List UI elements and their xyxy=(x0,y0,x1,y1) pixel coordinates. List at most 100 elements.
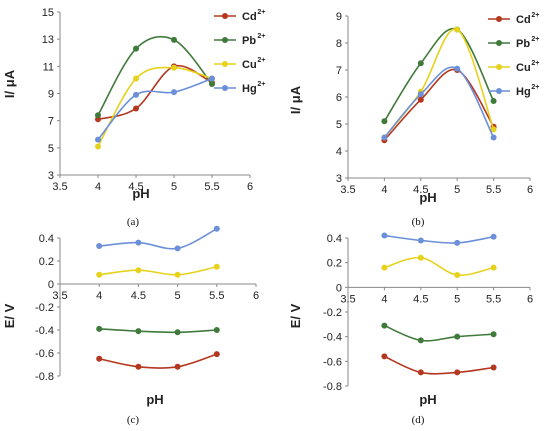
y-axis-label: E/ V xyxy=(288,303,303,328)
y-tick-label: -0.8 xyxy=(35,371,54,383)
data-point-series-3 xyxy=(135,328,142,335)
series-line-cu xyxy=(97,66,213,148)
data-point-series-4 xyxy=(174,363,181,370)
x-axis-label: pH xyxy=(146,392,163,407)
data-point-hg xyxy=(209,75,215,82)
data-point-series-2 xyxy=(174,271,181,278)
y-tick-label: 0 xyxy=(48,279,54,291)
legend-marker xyxy=(222,85,228,91)
series-line-hg xyxy=(383,66,495,139)
legend-label: Pb xyxy=(516,38,530,50)
series-line-series-2 xyxy=(98,265,218,276)
legend-item-cd: Cd 2+ xyxy=(214,9,265,23)
data-point-hg xyxy=(490,134,497,141)
y-tick-label: -0.2 xyxy=(323,307,342,319)
data-point-series-4 xyxy=(213,351,220,358)
x-axis-label: pH xyxy=(419,190,436,205)
data-point-series-2 xyxy=(96,271,103,278)
data-point-hg xyxy=(454,65,461,72)
legend-marker xyxy=(496,64,502,70)
legend-marker xyxy=(222,61,228,67)
data-point-pb xyxy=(95,112,101,119)
x-tick-label: 5 xyxy=(454,293,460,305)
data-point-cu xyxy=(454,26,461,33)
legend-label: Cd xyxy=(516,14,531,26)
y-tick-label: -0.6 xyxy=(323,356,342,368)
series-line-series-4 xyxy=(383,355,495,375)
data-point-series-4 xyxy=(417,369,424,376)
y-tick-label: 0.2 xyxy=(327,258,342,270)
legend-label-superscript: 2+ xyxy=(257,9,265,16)
y-tick-label: 0.2 xyxy=(39,256,54,268)
y-tick-label: 4 xyxy=(336,146,342,158)
data-point-series-4 xyxy=(454,369,461,376)
data-point-series-1 xyxy=(490,233,497,240)
legend-label-superscript: 2+ xyxy=(257,57,265,64)
x-tick-label: 3.5 xyxy=(52,290,67,302)
legend-label-superscript: 2+ xyxy=(257,81,265,88)
data-point-series-2 xyxy=(135,267,142,274)
data-point-pb xyxy=(381,118,388,125)
x-axis-label: pH xyxy=(419,392,436,407)
y-tick-label: 15 xyxy=(42,7,54,19)
y-tick-label: 8 xyxy=(336,38,342,50)
y-tick-label: 9 xyxy=(48,89,54,101)
legend-marker xyxy=(222,37,228,43)
x-tick-label: 6 xyxy=(253,290,259,302)
legend-item-hg: Hg 2+ xyxy=(214,81,265,95)
legend-item-hg: Hg 2+ xyxy=(488,84,539,98)
data-point-series-1 xyxy=(174,245,181,252)
data-point-cu xyxy=(95,143,101,150)
legend-item-cd: Cd 2+ xyxy=(488,12,539,26)
series-line-series-3 xyxy=(383,324,495,342)
y-tick-label: 9 xyxy=(336,11,342,23)
data-point-pb xyxy=(133,45,139,52)
legend-label: Pb xyxy=(242,35,256,47)
x-tick-label: 5.5 xyxy=(486,293,501,305)
x-tick-label: 4 xyxy=(381,184,387,196)
legend-item-pb: Pb 2+ xyxy=(488,36,539,50)
x-tick-label: 4.5 xyxy=(128,181,143,193)
legend-item-cu: Cu 2+ xyxy=(488,60,539,74)
x-tick-label: 3.5 xyxy=(52,181,67,193)
data-point-cu xyxy=(133,75,139,82)
x-tick-label: 5 xyxy=(175,290,181,302)
data-point-series-2 xyxy=(490,264,497,271)
legend-label: Hg xyxy=(516,86,531,98)
data-point-cu xyxy=(490,126,497,133)
data-point-hg xyxy=(133,91,139,98)
legend-label-superscript: 2+ xyxy=(531,36,539,43)
x-tick-label: 4 xyxy=(96,290,102,302)
x-tick-label: 3.5 xyxy=(340,293,355,305)
y-axis-label: I/ μA xyxy=(2,69,17,98)
data-point-hg xyxy=(381,134,388,141)
y-tick-label: 11 xyxy=(43,61,54,73)
legend-marker xyxy=(496,40,502,46)
data-point-series-1 xyxy=(213,225,220,232)
series-line-series-3 xyxy=(98,328,218,334)
y-tick-label: -0.8 xyxy=(323,381,342,393)
y-tick-label: 7 xyxy=(48,116,54,128)
x-axis-label: pH xyxy=(132,186,149,201)
data-point-series-3 xyxy=(490,331,497,338)
panel-label: (b) xyxy=(412,216,425,228)
x-tick-label: 4.5 xyxy=(413,184,428,196)
legend-label-superscript: 2+ xyxy=(531,84,539,91)
series-line-pb xyxy=(97,35,213,117)
data-point-cd xyxy=(417,96,424,103)
legend-item-cu: Cu 2+ xyxy=(214,57,265,71)
y-tick-label: -0.4 xyxy=(323,332,342,344)
x-tick-label: 4.5 xyxy=(413,293,428,305)
data-point-series-3 xyxy=(417,337,424,344)
data-point-hg xyxy=(417,91,424,98)
series-line-hg xyxy=(97,77,213,141)
chart-panel-c: -0.8 -0.6 -0.4 -0.2 0 0.2 0.4 3.5 4 4.5 5 5.5 6 pH E/ … xyxy=(2,225,259,426)
data-point-cu xyxy=(171,64,177,71)
panel-label: (d) xyxy=(412,414,425,426)
data-point-hg xyxy=(95,136,101,143)
legend-label-superscript: 2+ xyxy=(531,12,539,19)
data-point-series-1 xyxy=(135,239,142,246)
legend-marker xyxy=(222,13,228,19)
legend-item-pb: Pb 2+ xyxy=(214,33,265,47)
